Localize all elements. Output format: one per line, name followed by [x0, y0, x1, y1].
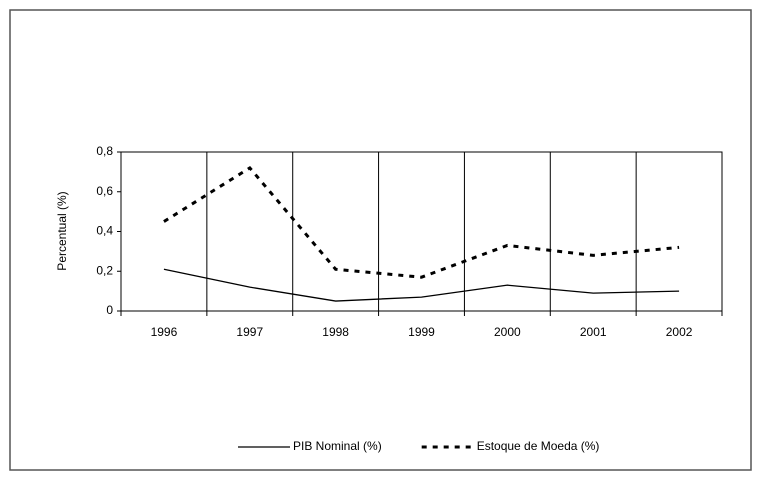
series-line	[163, 268, 680, 302]
y-tick-label: 0	[106, 303, 113, 317]
x-tick-label: 2002	[666, 325, 693, 339]
x-tick-label: 1996	[151, 325, 178, 339]
x-tick-label: 2000	[494, 325, 521, 339]
y-tick-label: 0,2	[96, 263, 113, 277]
y-axis-label: Percentual (%)	[55, 191, 69, 270]
y-tick-label: 0,6	[96, 184, 113, 198]
chart-frame	[9, 9, 752, 471]
series-line	[163, 165, 680, 279]
y-tick-label: 0,4	[96, 224, 113, 238]
x-tick-label: 2001	[580, 325, 607, 339]
x-tick-label: 1999	[408, 325, 435, 339]
x-tick-label: 1997	[236, 325, 263, 339]
legend-label: Estoque de Moeda (%)	[477, 439, 600, 453]
x-tick-label: 1998	[322, 325, 349, 339]
legend-label: PIB Nominal (%)	[293, 439, 382, 453]
y-tick-label: 0,8	[96, 144, 113, 158]
plot-area	[120, 151, 723, 312]
